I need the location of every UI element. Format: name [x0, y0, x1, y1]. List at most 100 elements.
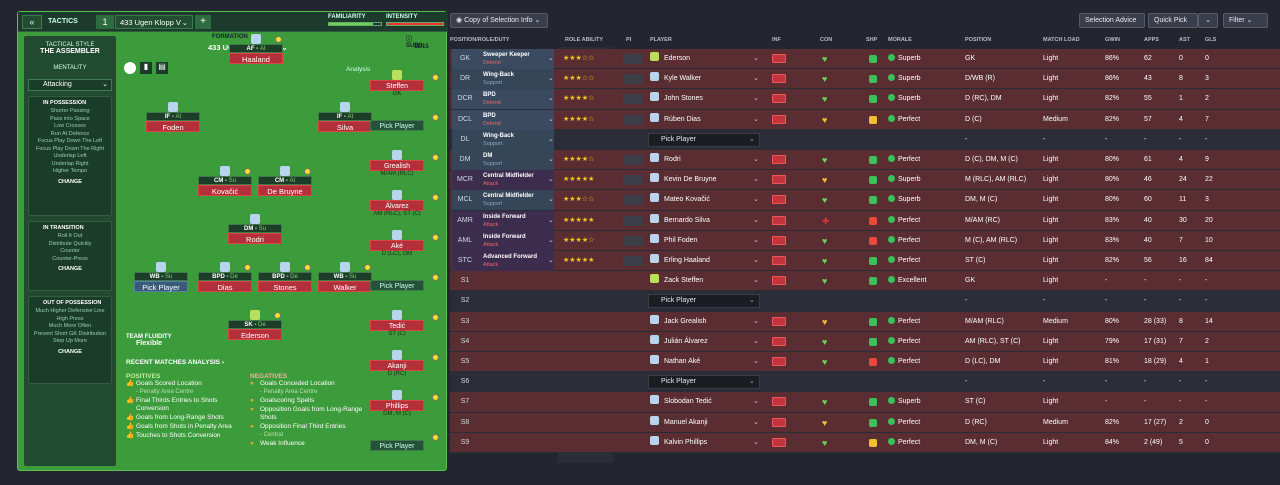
player-slot[interactable]: DM - Su Rodri — [228, 214, 282, 244]
player-name[interactable]: Slobodan Tedić ⌄ — [650, 392, 760, 412]
table-row[interactable]: STC Advanced Forward Attack ⌄ ★★★★★ Erling Ha… — [450, 251, 1280, 272]
table-row[interactable]: DM DM Support ⌄ ★★★★☆ Rodri ⌄ ♥ Perfect D (C), DM… — [450, 150, 1280, 171]
player-instructions-icon[interactable] — [623, 94, 643, 105]
table-row[interactable]: DL Wing-Back Support ⌄ Pick Player ⌄ - - - - - - — [450, 129, 1280, 150]
sub-slot[interactable]: Akanji D (RC) — [370, 350, 439, 377]
player-name[interactable]: Ederson — [228, 329, 282, 340]
column-header[interactable]: INF — [772, 37, 781, 43]
player-name[interactable]: Dias — [198, 281, 252, 292]
back-button[interactable]: « — [22, 15, 42, 29]
sub-name[interactable]: Pick Player — [370, 120, 424, 131]
pick-player-select[interactable]: Pick Player ⌄ — [648, 132, 760, 147]
player-name[interactable]: Foden — [146, 121, 200, 132]
column-header[interactable]: GLS — [1205, 37, 1217, 43]
sub-name[interactable]: Pick Player — [370, 440, 424, 451]
player-name[interactable]: Manuel Akanji ⌄ — [650, 413, 760, 433]
sub-slot[interactable]: Phillips DM, M (C) — [370, 390, 439, 417]
player-name[interactable]: Rúben Dias ⌄ — [650, 110, 760, 130]
table-row[interactable]: DCL BPD Defend ⌄ ★★★★☆ Rúben Dias ⌄ ♥ Perfect D (… — [450, 109, 1280, 130]
kit-icon[interactable]: ▤ — [156, 62, 168, 74]
sub-name[interactable]: Phillips — [370, 400, 424, 411]
player-name[interactable]: Erling Haaland ⌄ — [650, 251, 760, 271]
column-header[interactable]: MATCH LOAD — [1043, 37, 1080, 43]
analysis-button[interactable]: Analysis — [346, 66, 371, 73]
change-oop-button[interactable]: CHANGE — [58, 348, 82, 355]
player-instructions-icon[interactable] — [623, 195, 643, 206]
player-name[interactable]: Kevin De Bruyne ⌄ — [650, 170, 760, 190]
table-row[interactable]: DCR BPD Defend ⌄ ★★★★☆ John Stones ⌄ ♥ Superb D (… — [450, 89, 1280, 110]
column-header[interactable]: AST — [1179, 37, 1190, 43]
table-row[interactable]: S4 Julián Álvarez ⌄ ♥ Perfect AM (RLC), ST (C… — [450, 331, 1280, 352]
copy-selection-info-dropdown[interactable]: ◉ Copy of Selection Info ⌄ — [450, 13, 548, 28]
player-name[interactable]: Silva — [318, 121, 372, 132]
player-name[interactable]: Kovačić — [198, 185, 252, 196]
person-icon[interactable] — [124, 62, 136, 74]
table-row[interactable]: DR Wing-Back Support ⌄ ★★★☆☆ Kyle Walker ⌄ ♥ Sup… — [450, 69, 1280, 90]
column-header[interactable]: POSITION — [965, 37, 992, 43]
player-name[interactable]: Nathan Aké ⌄ — [650, 352, 760, 372]
sub-slot[interactable]: Aké D (LC), DM — [370, 230, 439, 257]
change-transition-button[interactable]: CHANGE — [58, 266, 82, 272]
player-name[interactable]: Kyle Walker ⌄ — [650, 69, 760, 89]
table-row[interactable]: S7 Slobodan Tedić ⌄ ♥ Superb ST (C) Light - - - - — [450, 392, 1280, 413]
player-name[interactable]: De Bruyne — [258, 185, 312, 196]
column-header[interactable]: APPS — [1144, 37, 1159, 43]
table-row[interactable]: MCR Central Midfielder Attack ⌄ ★★★★★ Kevin D… — [450, 170, 1280, 191]
sub-slot[interactable]: Pick Player — [370, 114, 439, 131]
role-duty-select[interactable]: Sweeper Keeper Defend ⌄ — [480, 49, 555, 69]
player-name[interactable]: Stones — [258, 281, 312, 292]
player-name[interactable]: Julián Álvarez ⌄ — [650, 332, 760, 352]
tactic-select[interactable]: 433 Ugen Klopp V ⌄ — [115, 15, 193, 29]
table-row[interactable]: S3 Jack Grealish ⌄ ♥ Perfect M/AM (RLC) Medium… — [450, 311, 1280, 332]
filter-dropdown[interactable]: Filter ⌄ — [1223, 13, 1268, 28]
role-duty-select[interactable]: BPD Defend ⌄ — [480, 110, 555, 130]
table-row[interactable]: S1 Zack Steffen ⌄ ♥ Excellent GK Light - - - - — [450, 271, 1280, 292]
change-possession-button[interactable]: CHANGE — [58, 178, 82, 185]
role-duty-select[interactable]: Inside Forward Attack ⌄ — [480, 211, 555, 231]
pick-player-select[interactable]: Pick Player ⌄ — [648, 294, 760, 309]
column-header[interactable]: PLAYER — [650, 37, 672, 43]
player-instructions-icon[interactable] — [623, 155, 643, 165]
player-slot[interactable]: BPD - De Stones — [258, 262, 312, 292]
player-instructions-icon[interactable] — [623, 54, 643, 64]
sub-name[interactable]: Steffen — [370, 80, 424, 91]
sub-slot[interactable]: Tedić ST (C) — [370, 310, 439, 337]
pick-player-select[interactable]: Pick Player ⌄ — [648, 375, 760, 390]
player-name[interactable]: Zack Steffen ⌄ — [650, 271, 760, 291]
player-instructions-icon[interactable] — [623, 175, 643, 186]
player-name[interactable]: Rodri ⌄ — [650, 150, 760, 170]
player-instructions-icon[interactable] — [623, 74, 643, 85]
sub-slot[interactable]: Grealish M/AM (RLC) — [370, 150, 439, 177]
player-slot[interactable]: BPD - De Dias — [198, 262, 252, 292]
sub-slot[interactable]: Álvarez AM (RLC), ST (C) — [370, 190, 439, 217]
role-duty-select[interactable]: Central Midfielder Support ⌄ — [480, 190, 555, 210]
role-duty-select[interactable]: Wing-Back Support ⌄ — [480, 130, 555, 150]
sub-name[interactable]: Tedić — [370, 320, 424, 331]
player-slot[interactable]: CM - At De Bruyne — [258, 166, 312, 196]
bar-chart-icon[interactable]: ▮ — [140, 62, 152, 74]
column-header[interactable]: ROLE ABILITY — [565, 37, 603, 43]
player-name[interactable]: Phil Foden ⌄ — [650, 231, 760, 251]
quick-pick-button[interactable]: Quick Pick — [1148, 13, 1198, 28]
column-header[interactable]: POSITION/ROLE/DUTY — [450, 37, 510, 43]
player-name[interactable]: Mateo Kovačić ⌄ — [650, 190, 760, 210]
table-row[interactable]: S2 Pick Player ⌄ - - - - - - — [450, 291, 1280, 312]
selection-advice-button[interactable]: Selection Advice — [1079, 13, 1145, 28]
player-name[interactable]: John Stones ⌄ — [650, 89, 760, 109]
column-header[interactable]: PI — [626, 37, 632, 43]
quick-pick-chevron-icon[interactable]: ⌄ — [1198, 13, 1218, 28]
column-header[interactable]: CON — [820, 37, 833, 43]
player-name[interactable]: Rodri — [228, 233, 282, 244]
player-instructions-icon[interactable] — [623, 114, 643, 125]
player-slot[interactable]: IF - At Foden — [146, 102, 200, 132]
sub-slot[interactable]: Steffen GK — [370, 70, 439, 97]
role-duty-select[interactable]: DM Support ⌄ — [480, 150, 555, 170]
player-name[interactable]: Pick Player — [134, 281, 188, 292]
column-header[interactable]: GWIN — [1105, 37, 1120, 43]
player-slot[interactable]: SK - De Ederson — [228, 310, 282, 340]
player-slot[interactable]: WB - Su Walker — [318, 262, 372, 292]
role-duty-select[interactable]: Central Midfielder Attack ⌄ — [480, 170, 555, 190]
mentality-select[interactable]: Attacking ⌄ — [28, 79, 112, 91]
table-row[interactable]: S8 Manuel Akanji ⌄ ♥ Perfect D (RC) Medium 82% 1… — [450, 412, 1280, 433]
recent-analysis-link[interactable]: RECENT MATCHES ANALYSIS › — [126, 359, 224, 366]
